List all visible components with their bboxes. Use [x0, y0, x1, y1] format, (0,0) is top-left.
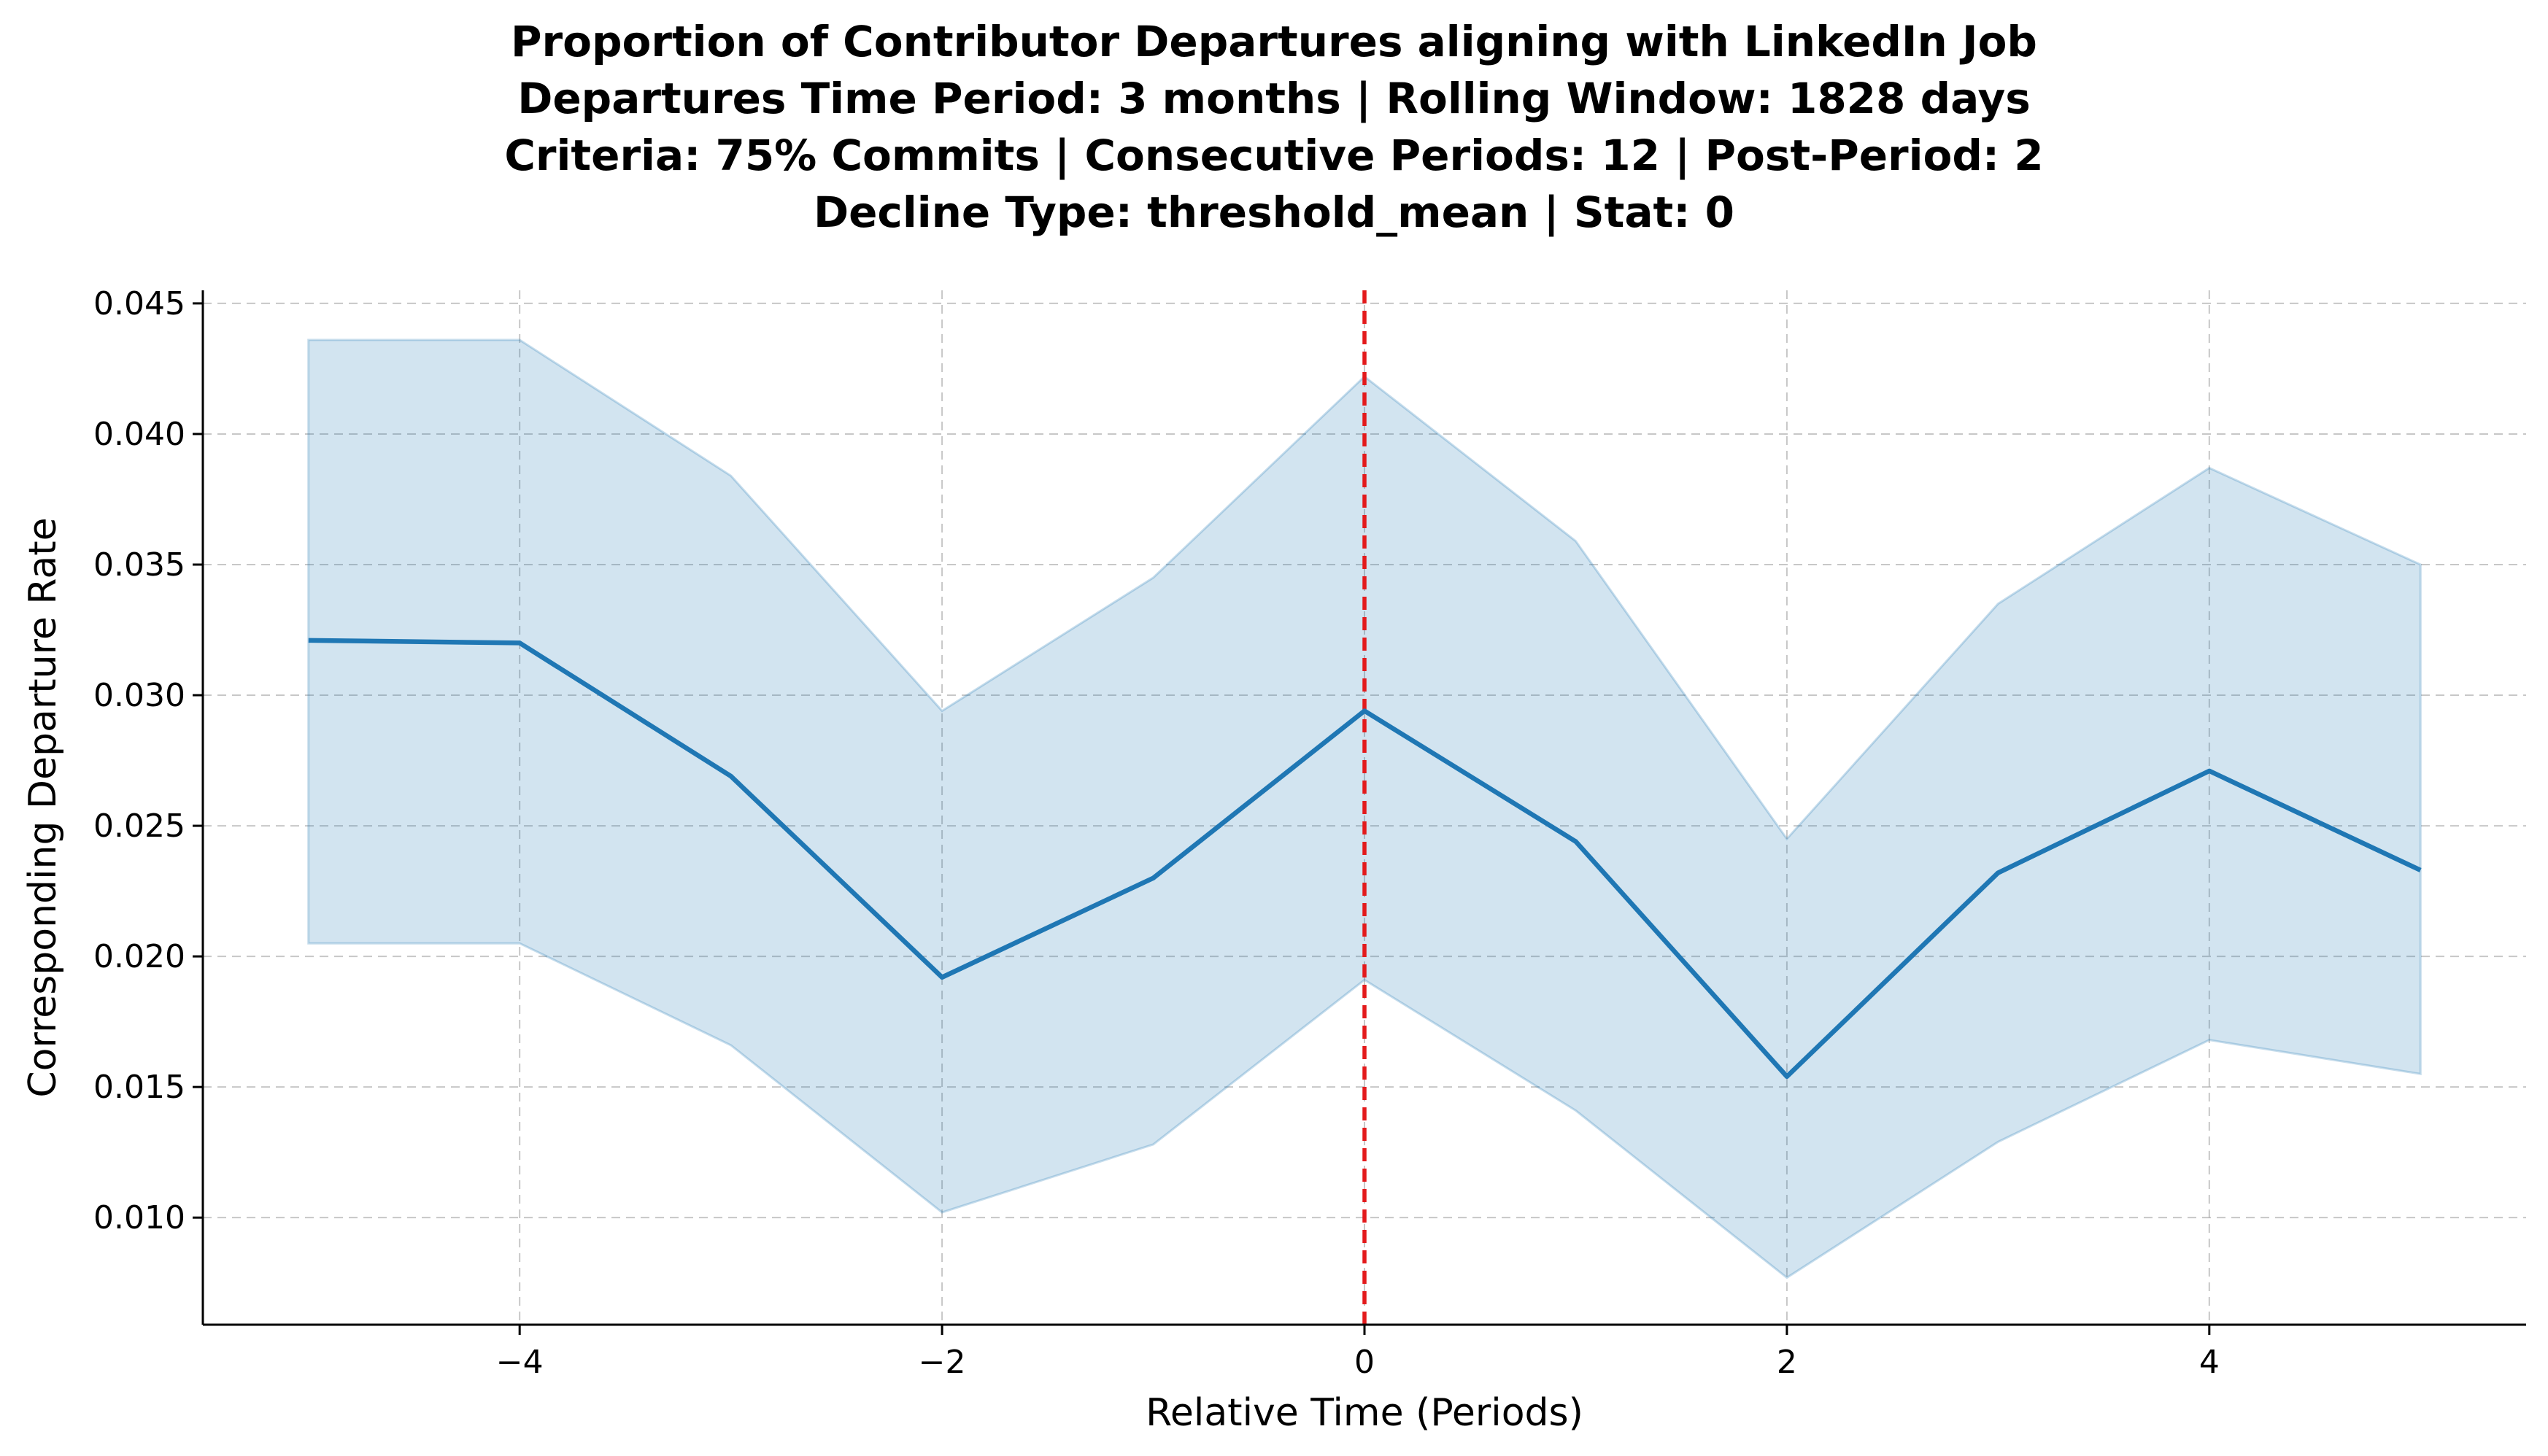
chart-title: Proportion of Contributor Departures ali…: [0, 13, 2548, 241]
x-axis-label: Relative Time (Periods): [1146, 1391, 1583, 1435]
title-line-2: Departures Time Period: 3 months | Rolli…: [517, 74, 2031, 123]
y-tick-label: 0.010: [93, 1199, 185, 1236]
title-line-3: Criteria: 75% Commits | Consecutive Peri…: [504, 131, 2044, 180]
y-tick-label: 0.030: [93, 677, 185, 714]
x-tick-label: 4: [2199, 1344, 2220, 1381]
x-tick-label: −2: [919, 1344, 966, 1381]
x-tick-label: −4: [496, 1344, 544, 1381]
y-tick-label: 0.045: [93, 285, 185, 322]
y-tick-label: 0.015: [93, 1069, 185, 1106]
title-line-4: Decline Type: threshold_mean | Stat: 0: [813, 187, 1735, 237]
tick-labels: 0.010 0.015 0.020 0.025 0.030 0.035 0.040 0.045…: [93, 285, 2220, 1381]
axes: [193, 290, 2526, 1335]
series-lines: [308, 638, 2422, 1080]
x-tick-label: 2: [1777, 1344, 1797, 1381]
y-tick-label: 0.025: [93, 808, 185, 845]
y-tick-label: 0.040: [93, 416, 185, 453]
title-line-1: Proportion of Contributor Departures ali…: [511, 17, 2037, 66]
y-tick-label: 0.035: [93, 546, 185, 584]
x-tick-label: 0: [1354, 1344, 1375, 1381]
y-tick-label: 0.020: [93, 938, 185, 975]
y-axis-label: Corresponding Departure Rate: [21, 517, 65, 1097]
